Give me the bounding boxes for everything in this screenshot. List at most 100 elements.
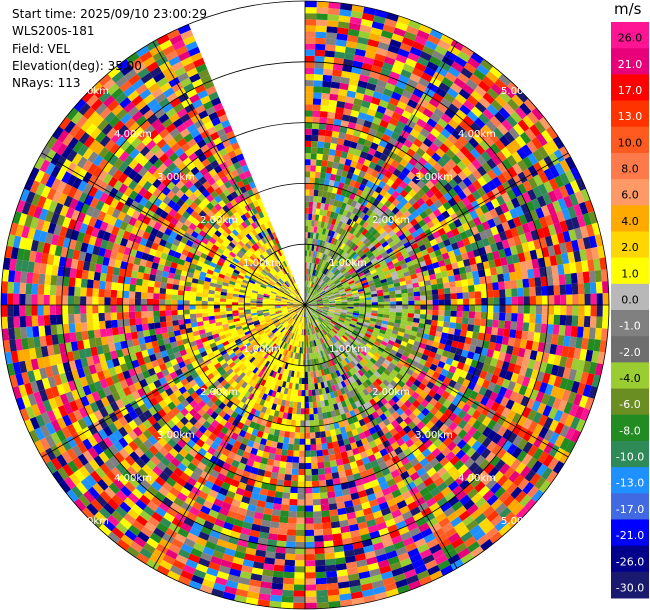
range-gate: [310, 275, 314, 282]
range-gate: [437, 315, 445, 322]
range-gate: [423, 123, 434, 133]
range-gate: [328, 322, 335, 328]
range-gate: [353, 306, 360, 310]
range-gate: [416, 395, 425, 404]
range-gate: [534, 323, 542, 333]
range-gate: [416, 197, 426, 207]
range-gate: [342, 260, 348, 267]
range-gate: [353, 310, 360, 314]
range-gate: [372, 59, 384, 68]
range-gate: [401, 237, 409, 245]
range-gate: [349, 16, 362, 25]
range-gate: [336, 213, 343, 221]
range-gate: [547, 407, 558, 420]
range-gate: [270, 588, 283, 596]
range-gate: [423, 66, 436, 77]
range-gate: [300, 426, 305, 433]
range-gate: [602, 316, 609, 329]
range-gate: [419, 113, 430, 123]
range-gate: [412, 201, 421, 211]
range-gate: [333, 212, 339, 220]
range-gate: [481, 162, 492, 173]
range-gate: [335, 307, 342, 310]
range-gate: [347, 308, 354, 311]
range-gate: [355, 224, 363, 232]
range-gate: [321, 322, 327, 328]
range-gate: [308, 201, 314, 208]
range-gate: [364, 372, 371, 379]
range-gate: [312, 98, 322, 105]
range-gate: [461, 196, 471, 207]
range-gate: [305, 92, 314, 99]
range-gate: [401, 312, 408, 318]
range-gate: [359, 311, 366, 315]
range-gate: [374, 263, 381, 270]
range-gate: [373, 150, 383, 159]
range-gate: [536, 133, 548, 147]
range-gate: [417, 256, 425, 263]
range-gate: [309, 297, 316, 302]
range-gate: [359, 342, 366, 348]
range-gate: [312, 290, 317, 296]
range-gate: [339, 266, 346, 272]
range-gate: [529, 350, 538, 361]
range-gate: [321, 240, 326, 248]
range-gate: [344, 102, 354, 110]
range-gate: [560, 305, 567, 316]
range-gate: [329, 307, 336, 310]
range-gate: [436, 102, 448, 114]
range-gate: [443, 363, 451, 372]
range-gate: [328, 310, 335, 314]
range-gate: [451, 397, 461, 407]
range-gate: [319, 280, 324, 286]
range-gate: [549, 432, 560, 445]
range-gate: [453, 139, 465, 151]
range-gate: [507, 237, 516, 248]
range-gate: [544, 363, 554, 375]
range-gate: [514, 205, 525, 217]
range-gate: [481, 379, 491, 389]
range-gate: [313, 226, 318, 233]
range-gate: [565, 241, 574, 253]
range-gate: [595, 316, 603, 329]
range-gate: [283, 577, 295, 585]
range-gate: [305, 560, 316, 567]
range-gate: [504, 320, 512, 330]
range-gate: [332, 245, 338, 252]
range-gate: [413, 123, 424, 134]
range-gate: [364, 292, 372, 296]
range-gate: [376, 144, 385, 154]
range-gate: [458, 510, 471, 522]
range-gate: [332, 327, 339, 333]
range-gate: [369, 219, 377, 227]
range-gate: [426, 82, 439, 93]
range-gate: [555, 254, 564, 266]
range-gate: [310, 306, 317, 309]
range-gate: [322, 296, 329, 300]
range-gate: [341, 307, 348, 310]
range-gate: [487, 169, 498, 180]
range-gate: [458, 88, 471, 100]
range-gate: [318, 480, 327, 487]
range-gate: [494, 139, 506, 151]
range-gate: [517, 478, 530, 491]
range-gate: [456, 376, 466, 385]
range-gate: [595, 281, 603, 294]
range-gate: [538, 426, 549, 439]
range-gate: [413, 138, 423, 148]
range-gate: [409, 349, 418, 356]
range-gate: [388, 287, 396, 292]
range-gate: [376, 158, 386, 168]
range-gate: [554, 175, 565, 188]
range-gate: [452, 164, 463, 175]
range-gate: [356, 175, 364, 184]
range-gate: [581, 337, 589, 350]
range-gate: [291, 413, 297, 421]
range-gate: [305, 493, 313, 500]
range-gate: [315, 43, 326, 51]
range-gate: [442, 326, 450, 334]
range-gate: [278, 522, 288, 530]
range-gate: [494, 95, 508, 108]
range-gate: [340, 327, 347, 332]
range-gate: [333, 313, 341, 317]
